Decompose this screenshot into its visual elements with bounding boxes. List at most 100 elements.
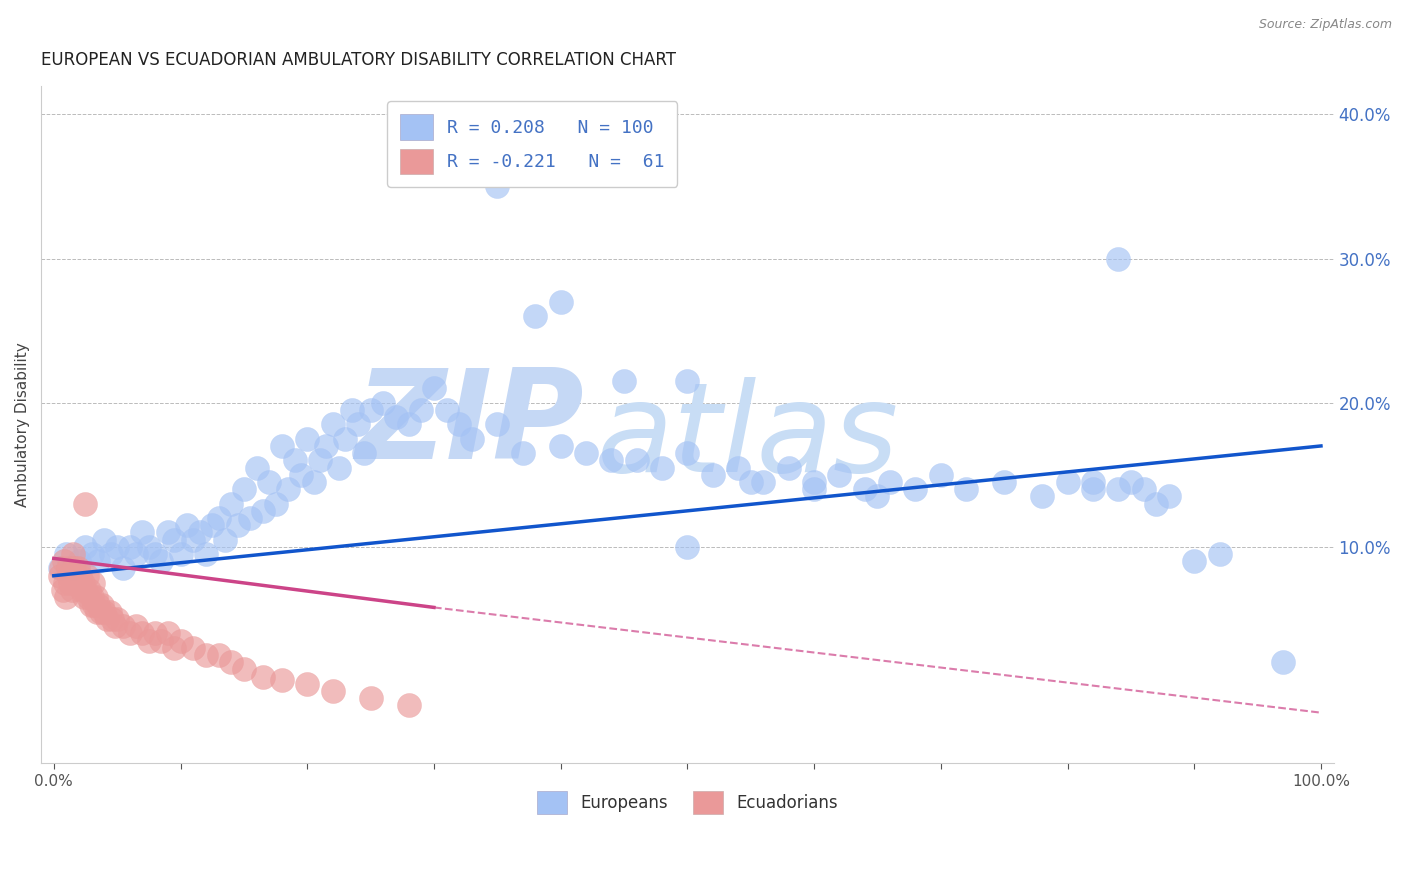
Point [651,460,673,475]
Point [77,583,100,598]
Point [75,497,97,511]
Point [550,294,572,309]
Point [245,460,267,475]
Point [219,497,242,511]
Point [98,605,121,619]
Point [112,619,135,633]
Point [80,591,103,605]
Point [290,467,312,482]
Point [80,547,103,561]
Point [575,446,598,460]
Point [1107,252,1129,266]
Point [879,475,901,489]
Point [104,619,127,633]
Point [1182,554,1205,568]
Point [181,640,204,655]
Point [138,633,160,648]
Point [84,591,107,605]
Point [93,533,115,547]
Point [335,432,357,446]
Point [398,698,420,713]
Point [150,554,173,568]
Point [1132,482,1154,496]
Point [219,655,242,669]
Point [1107,482,1129,496]
Point [100,547,122,561]
Point [79,598,101,612]
Point [93,605,115,619]
Point [194,547,217,561]
Point [626,453,648,467]
Point [63,561,86,575]
Point [96,612,118,626]
Point [207,648,229,662]
Point [101,612,124,626]
Point [169,547,191,561]
Point [904,482,927,496]
Point [1119,475,1142,489]
Point [75,583,97,598]
Point [828,467,851,482]
Point [150,633,173,648]
Point [373,395,395,409]
Point [73,591,96,605]
Point [955,482,977,496]
Point [70,583,93,598]
Point [105,612,128,626]
Point [163,533,186,547]
Point [176,518,198,533]
Text: ZIP: ZIP [356,364,583,485]
Point [52,583,75,598]
Point [1081,482,1104,496]
Legend: Europeans, Ecuadorians: Europeans, Ecuadorians [529,782,846,822]
Point [322,684,344,698]
Point [49,568,72,582]
Point [156,525,179,540]
Point [264,497,287,511]
Point [169,633,191,648]
Point [51,561,73,575]
Point [727,460,749,475]
Point [853,482,876,496]
Point [411,403,433,417]
Point [118,626,141,640]
Y-axis label: Ambulatory Disability: Ambulatory Disability [15,342,30,507]
Point [328,460,350,475]
Point [550,439,572,453]
Point [62,547,84,561]
Point [143,547,166,561]
Point [62,561,84,575]
Point [524,309,547,323]
Text: EUROPEAN VS ECUADORIAN AMBULATORY DISABILITY CORRELATION CHART: EUROPEAN VS ECUADORIAN AMBULATORY DISABI… [41,51,676,69]
Point [1056,475,1078,489]
Point [91,598,114,612]
Point [239,511,262,525]
Point [1208,547,1230,561]
Text: Source: ZipAtlas.com: Source: ZipAtlas.com [1258,18,1392,31]
Point [69,568,91,582]
Point [188,525,211,540]
Point [83,598,105,612]
Point [353,446,375,460]
Point [76,568,98,582]
Point [398,417,420,432]
Point [676,540,699,554]
Point [866,490,889,504]
Point [486,417,509,432]
Point [676,446,699,460]
Point [778,460,800,475]
Point [143,626,166,640]
Point [207,511,229,525]
Point [461,432,484,446]
Point [65,575,87,590]
Point [600,453,623,467]
Point [75,540,97,554]
Point [277,482,299,496]
Point [283,453,305,467]
Point [347,417,370,432]
Point [105,540,128,554]
Point [752,475,775,489]
Point [58,568,80,582]
Point [181,533,204,547]
Point [512,446,534,460]
